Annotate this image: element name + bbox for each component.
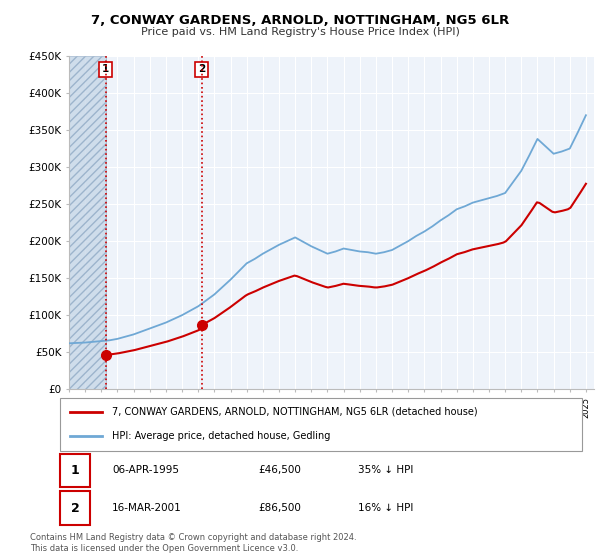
- Text: 7, CONWAY GARDENS, ARNOLD, NOTTINGHAM, NG5 6LR (detached house): 7, CONWAY GARDENS, ARNOLD, NOTTINGHAM, N…: [112, 407, 478, 417]
- Text: 1: 1: [102, 64, 109, 74]
- Text: 7, CONWAY GARDENS, ARNOLD, NOTTINGHAM, NG5 6LR: 7, CONWAY GARDENS, ARNOLD, NOTTINGHAM, N…: [91, 14, 509, 27]
- Text: £86,500: £86,500: [259, 503, 301, 513]
- Text: 2: 2: [198, 64, 205, 74]
- Text: 1: 1: [71, 464, 80, 477]
- Text: £46,500: £46,500: [259, 465, 301, 475]
- Text: 06-APR-1995: 06-APR-1995: [112, 465, 179, 475]
- Text: HPI: Average price, detached house, Gedling: HPI: Average price, detached house, Gedl…: [112, 431, 331, 441]
- Bar: [69, 56, 106, 389]
- Text: 2: 2: [71, 502, 80, 515]
- FancyBboxPatch shape: [60, 454, 90, 487]
- FancyBboxPatch shape: [60, 398, 582, 451]
- Text: 35% ↓ HPI: 35% ↓ HPI: [358, 465, 413, 475]
- Text: Price paid vs. HM Land Registry's House Price Index (HPI): Price paid vs. HM Land Registry's House …: [140, 27, 460, 37]
- Text: Contains HM Land Registry data © Crown copyright and database right 2024.
This d: Contains HM Land Registry data © Crown c…: [30, 533, 356, 553]
- Text: 16% ↓ HPI: 16% ↓ HPI: [358, 503, 413, 513]
- FancyBboxPatch shape: [60, 492, 90, 525]
- Text: 16-MAR-2001: 16-MAR-2001: [112, 503, 182, 513]
